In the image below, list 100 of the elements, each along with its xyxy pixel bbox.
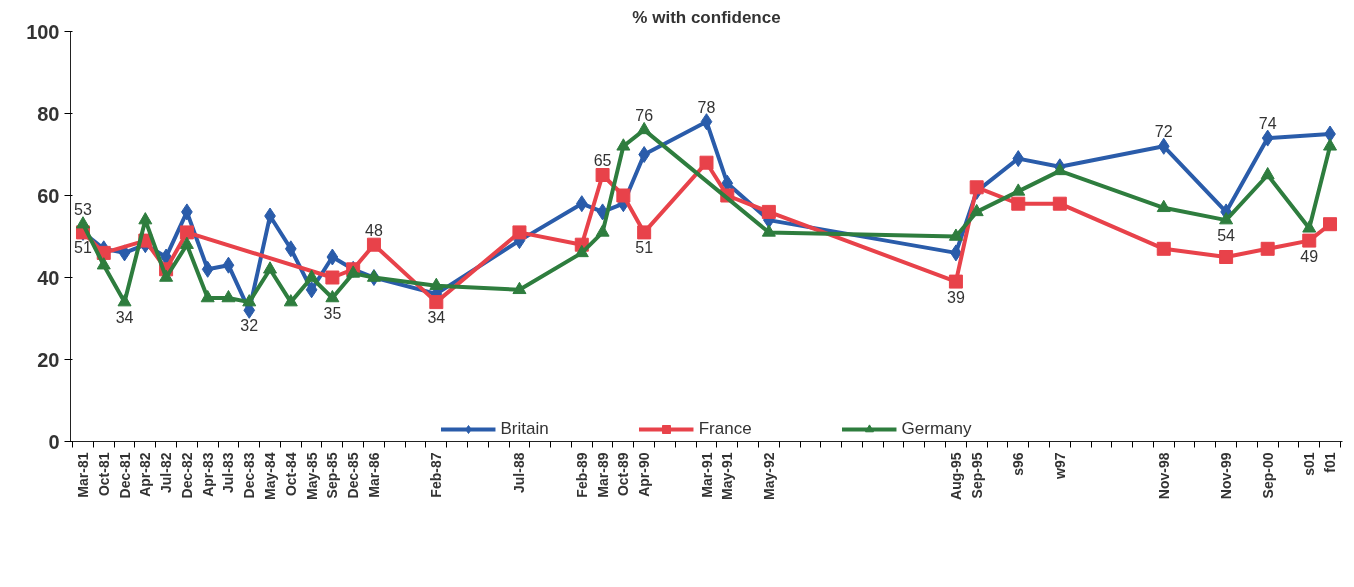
point (1302, 220, 1317, 233)
point (1261, 129, 1274, 147)
point (201, 260, 214, 278)
y-tick-label: 40 (37, 266, 60, 289)
point (200, 289, 215, 303)
x-tick-label: Jul-88 (511, 452, 528, 493)
point (595, 224, 610, 237)
x-tick-label: Apr-82 (137, 452, 154, 497)
x-tick-label: Aug-95 (947, 452, 964, 500)
data-label: 51 (74, 239, 92, 257)
y-tick-label: 80 (37, 102, 60, 125)
point (512, 281, 527, 295)
point (616, 138, 631, 151)
point (575, 195, 588, 213)
x-tick-label: May-85 (303, 452, 320, 500)
x-tick-label: Nov-98 (1155, 452, 1172, 500)
point (304, 269, 319, 282)
x-tick-label: Oct-89 (615, 452, 632, 497)
point (429, 277, 444, 290)
point (699, 155, 714, 170)
data-label: 48 (365, 221, 383, 239)
point (1219, 250, 1234, 264)
x-tick-label: May-91 (719, 452, 736, 500)
point (429, 295, 444, 310)
point (283, 294, 298, 307)
point (325, 270, 340, 285)
data-label: 51 (635, 239, 654, 257)
legend-label: France (698, 419, 752, 439)
x-tick-label: Dec-83 (241, 452, 258, 499)
x-tick-label: Oct-84 (282, 452, 299, 497)
point (1260, 166, 1275, 180)
point (1052, 196, 1067, 211)
y-tick-label: 20 (37, 348, 60, 371)
data-label: 35 (323, 305, 342, 322)
y-tick-label: 60 (37, 184, 60, 207)
legend-label: Germany (901, 419, 972, 439)
data-label: 53 (74, 201, 92, 219)
x-tick-label: f01 (1322, 452, 1339, 473)
x-tick-label: s01 (1301, 452, 1318, 476)
point (75, 216, 90, 229)
point (179, 225, 194, 240)
x-tick-label: Mar-91 (698, 452, 715, 498)
point (1219, 212, 1234, 225)
point (138, 212, 153, 225)
point (969, 180, 984, 195)
x-tick-label: Mar-81 (74, 452, 91, 498)
x-tick-label: Sep-95 (968, 452, 985, 499)
point (221, 289, 236, 303)
x-tick-label: Sep-85 (324, 452, 341, 499)
point (637, 225, 652, 240)
point (1156, 199, 1171, 213)
point (366, 237, 381, 252)
point (1323, 217, 1338, 232)
chart-title: % with confidence (632, 7, 781, 27)
point (1156, 241, 1171, 256)
point (366, 269, 381, 282)
data-label: 72 (1154, 123, 1173, 141)
x-tick-label: Feb-87 (428, 452, 445, 498)
x-tick-label: Jul-83 (220, 452, 237, 493)
point (159, 269, 174, 282)
x-tick-label: May-84 (262, 452, 279, 500)
data-label: 78 (697, 98, 716, 116)
point (1012, 150, 1025, 168)
y-tick-label: 0 (48, 430, 60, 453)
point (222, 256, 235, 274)
x-tick-label: Feb-89 (573, 452, 590, 498)
x-tick-label: May-92 (760, 452, 777, 500)
point (117, 294, 132, 307)
x-tick-label: w97 (1051, 452, 1068, 480)
data-label: 74 (1258, 115, 1277, 133)
point (179, 236, 194, 249)
point (969, 203, 984, 217)
point (1302, 233, 1317, 248)
data-label: 32 (240, 317, 259, 335)
point (948, 228, 963, 241)
point (284, 240, 297, 258)
data-label: 54 (1217, 227, 1236, 245)
point (595, 168, 610, 182)
point (761, 224, 776, 237)
point (242, 294, 257, 307)
x-tick-label: Apr-83 (199, 452, 216, 497)
point (637, 121, 652, 135)
x-tick-label: Nov-99 (1218, 452, 1235, 500)
x-tick-label: Sep-00 (1259, 452, 1276, 499)
x-tick-label: Mar-89 (594, 452, 611, 498)
x-tick-label: Mar-86 (365, 452, 382, 498)
point (263, 261, 278, 274)
x-tick-label: Dec-82 (178, 452, 195, 499)
point (1260, 241, 1275, 256)
x-tick-label: s96 (1010, 452, 1027, 476)
point (761, 204, 776, 219)
x-tick-label: Dec-85 (345, 452, 362, 499)
data-label: 39 (947, 288, 965, 306)
y-tick-label: 100 (26, 20, 60, 43)
x-tick-label: Dec-81 (116, 452, 133, 499)
point (326, 248, 339, 266)
point (96, 257, 111, 270)
point (1323, 138, 1338, 151)
x-tick-label: Apr-90 (636, 452, 653, 497)
point (948, 274, 963, 289)
